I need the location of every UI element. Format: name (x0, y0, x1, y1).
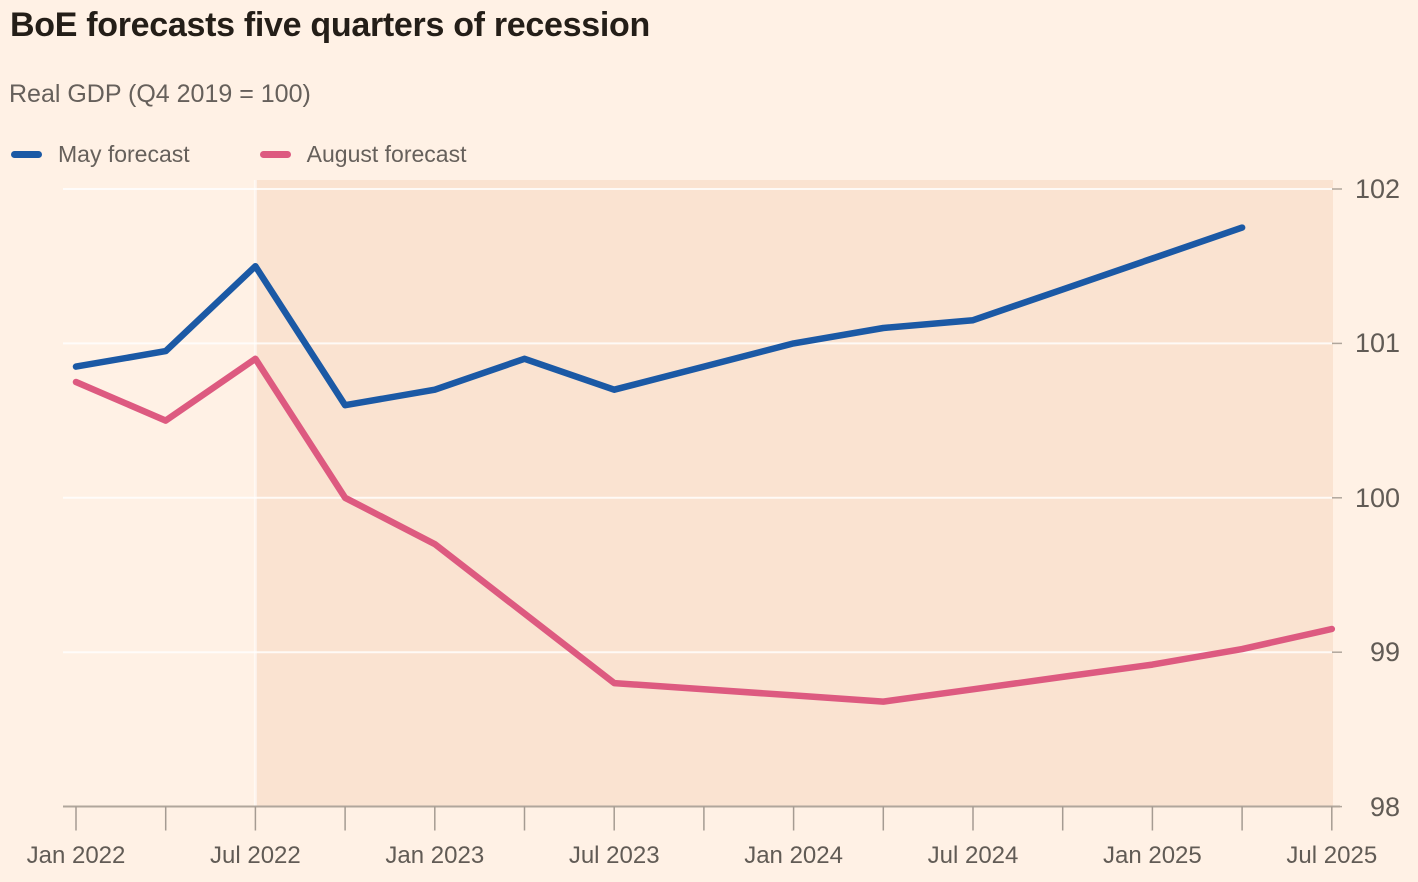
y-axis-label: 99 (1369, 637, 1400, 668)
may-forecast-line (72, 224, 1246, 409)
legend-item-may-forecast: May forecast (11, 141, 190, 168)
x-axis-label: Jan 2024 (744, 842, 843, 869)
x-axis-label: Jan 2025 (1103, 842, 1202, 869)
y-axis-label: 98 (1369, 791, 1400, 822)
x-axis-label: Jan 2022 (26, 842, 126, 869)
chart-subtitle: Real GDP (Q4 2019 = 100) (9, 80, 311, 108)
x-axis-label: Jul 2023 (568, 842, 660, 869)
y-axis-label: 101 (1354, 328, 1400, 359)
x-axis-label: Jul 2022 (210, 842, 301, 869)
chart-legend: May forecast August forecast (11, 141, 536, 168)
may-forecast-swatch-icon (11, 151, 42, 158)
y-axis-label: 102 (1354, 174, 1400, 204)
chart-title: BoE forecasts five quarters of recession (10, 6, 650, 44)
august-forecast-swatch-icon (259, 151, 291, 158)
legend-label-may-forecast: May forecast (58, 141, 190, 167)
forecast-shaded-region (255, 180, 1333, 807)
y-axis-label: 100 (1354, 482, 1400, 513)
x-axis-label: Jul 2025 (1286, 842, 1378, 869)
legend-label-august-forecast: August forecast (306, 141, 467, 167)
legend-item-august-forecast: August forecast (259, 141, 467, 168)
x-axis-label: Jul 2024 (927, 842, 1019, 869)
august-forecast-line (72, 355, 1336, 705)
x-axis-label: Jan 2023 (385, 842, 485, 869)
